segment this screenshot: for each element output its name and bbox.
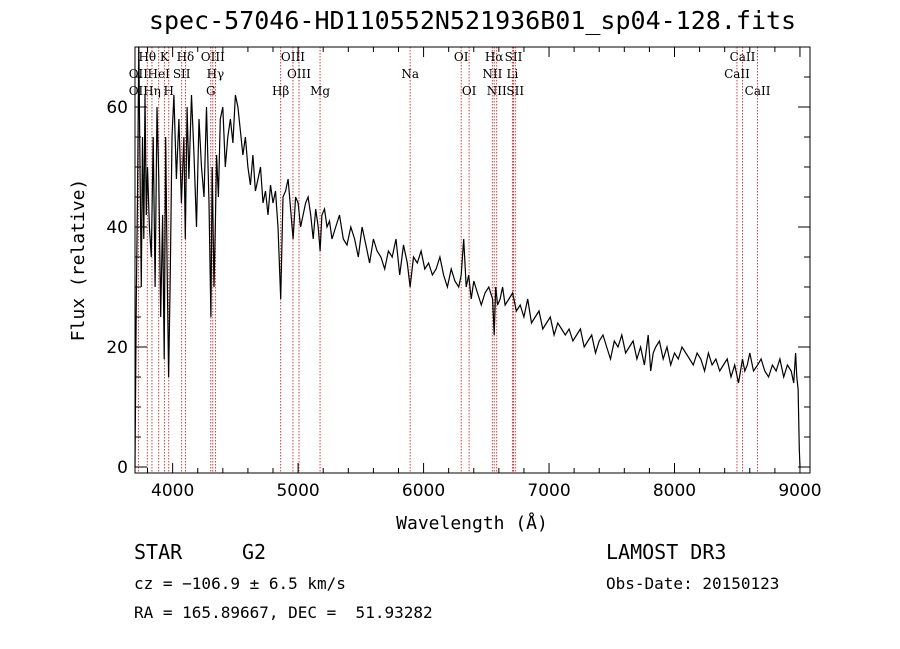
redshift-velocity: cz = −106.9 ± 6.5 km/s [134, 574, 346, 593]
line-label-4: HeI [148, 67, 171, 81]
line-label-12: Hβ [272, 84, 289, 98]
line-label-19: Hα [485, 50, 504, 64]
x-tick-label-4000: 4000 [151, 481, 194, 501]
y-tick-label-0: 0 [117, 458, 128, 478]
plot-frame [135, 47, 810, 473]
x-tick-label-6000: 6000 [402, 481, 445, 501]
line-label-14: OIII [287, 67, 311, 81]
line-label-3: Hη [143, 84, 161, 98]
x-tick-label-9000: 9000 [778, 481, 821, 501]
line-label-20: NII [482, 67, 502, 81]
line-label-16: Na [401, 67, 419, 81]
line-label-24: SII [506, 84, 524, 98]
line-label-5: K [160, 50, 170, 64]
line-label-7: SII [173, 67, 191, 81]
line-label-22: SII [505, 50, 523, 64]
line-label-26: CaII [724, 67, 750, 81]
line-label-11: G [206, 84, 216, 98]
object-class: STAR [134, 540, 182, 564]
spectral-line-markers [138, 47, 757, 473]
line-label-17: OI [454, 50, 469, 64]
line-label-8: Hδ [177, 50, 195, 64]
line-label-15: Mg [310, 84, 330, 98]
line-label-0: Hθ [138, 50, 156, 64]
line-label-13: OIII [281, 50, 305, 64]
spectrum-series-line [135, 47, 800, 467]
line-label-10: Hγ [207, 67, 225, 81]
line-label-18: OI [462, 84, 477, 98]
spectrum-figure: spec-57046-HD110552N521936B01_sp04-128.f… [0, 0, 900, 649]
line-label-23: Li [506, 67, 518, 81]
x-axis-ticks: 4000 5000 6000 7000 8000 9000 [148, 47, 822, 501]
observation-date: Obs-Date: 20150123 [606, 574, 779, 593]
line-label-6: H [164, 84, 174, 98]
line-label-9: OIII [201, 50, 225, 64]
x-tick-label-5000: 5000 [276, 481, 319, 501]
object-subclass: G2 [242, 540, 266, 564]
y-axis-label: Flux (relative) [68, 179, 89, 342]
line-label-27: CaII [745, 84, 771, 98]
y-tick-label-20: 20 [106, 338, 128, 358]
y-tick-label-40: 40 [106, 218, 128, 238]
x-tick-label-7000: 7000 [527, 481, 570, 501]
survey-name: LAMOST DR3 [606, 540, 726, 564]
line-label-21: NII [487, 84, 507, 98]
x-axis-label: Wavelength (Å) [396, 512, 548, 534]
y-tick-label-60: 60 [106, 98, 128, 118]
line-label-25: CaII [730, 50, 756, 64]
sky-coordinates: RA = 165.89667, DEC = 51.93282 [134, 603, 433, 622]
x-tick-label-8000: 8000 [653, 481, 696, 501]
